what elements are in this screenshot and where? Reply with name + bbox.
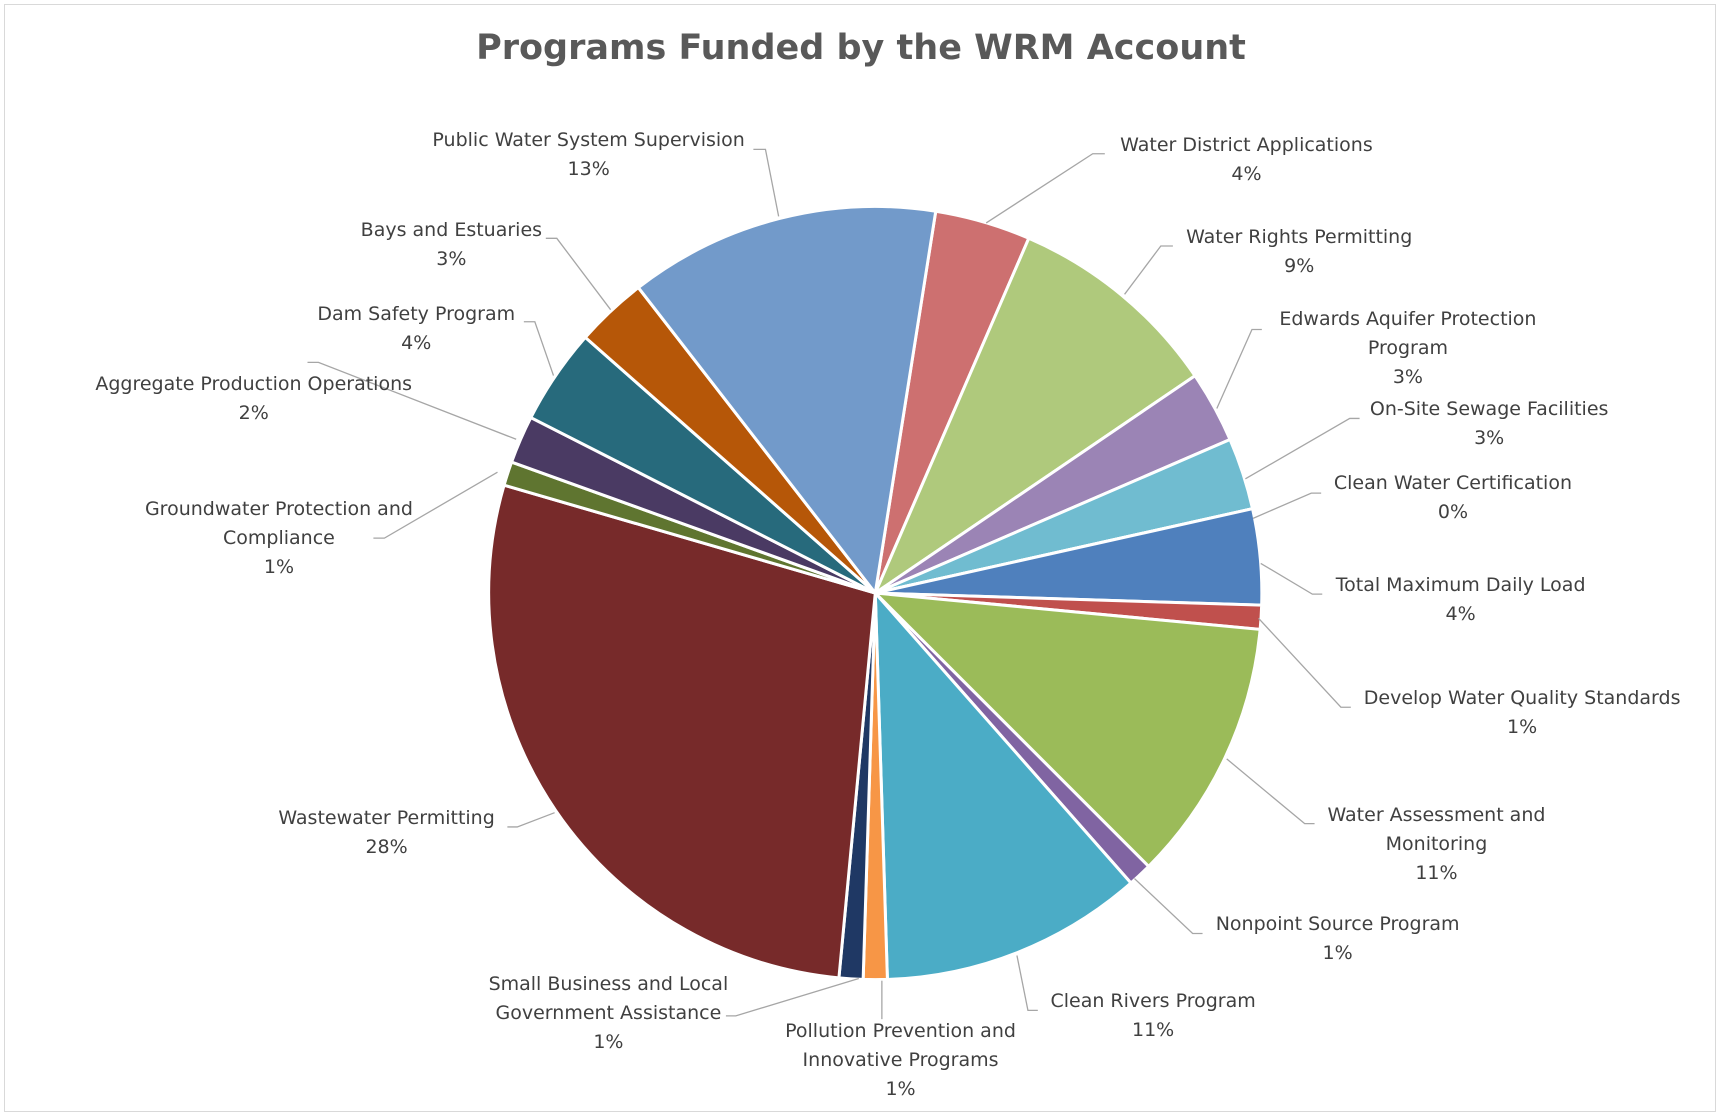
category-label: Small Business and Local Government Assi… bbox=[488, 972, 729, 1024]
data-label: Public Water System Supervision 13% bbox=[413, 126, 764, 184]
leader-line bbox=[985, 153, 1105, 224]
data-label: Dam Safety Program 4% bbox=[273, 300, 559, 358]
value-label: 11% bbox=[1132, 1019, 1175, 1042]
value-label: 4% bbox=[1231, 162, 1262, 185]
leader-line bbox=[1134, 878, 1203, 935]
value-label: 2% bbox=[238, 402, 269, 425]
category-label: Pollution Prevention and Innovative Prog… bbox=[785, 1019, 1016, 1071]
data-label: Water Rights Permitting 9% bbox=[1134, 223, 1463, 281]
value-label: 4% bbox=[1445, 603, 1476, 626]
category-label: Water Rights Permitting bbox=[1186, 225, 1413, 248]
data-label: Clean Water Certification 0% bbox=[1288, 469, 1617, 527]
data-label: Pollution Prevention and Innovative Prog… bbox=[769, 1017, 1033, 1104]
data-label: Water District Applications 4% bbox=[1082, 131, 1411, 189]
data-label: Edwards Aquifer Protection Program 3% bbox=[1260, 305, 1557, 392]
pie-slice bbox=[871, 591, 1262, 869]
category-label: Dam Safety Program bbox=[317, 302, 516, 325]
data-label: Total Maximum Daily Load 4% bbox=[1296, 571, 1625, 629]
leader-line bbox=[1124, 245, 1173, 295]
category-label: Public Water System Supervision bbox=[432, 129, 745, 152]
value-label: 1% bbox=[263, 556, 295, 579]
value-label: 1% bbox=[593, 1030, 624, 1053]
leader-line bbox=[1216, 328, 1262, 409]
data-label: Water Assessment and Monitoring 11% bbox=[1310, 801, 1563, 888]
category-label: Nonpoint Source Program bbox=[1215, 913, 1460, 936]
leader-line bbox=[507, 812, 555, 828]
leader-line bbox=[373, 471, 498, 539]
value-label: 3% bbox=[436, 248, 467, 271]
leader-line bbox=[1258, 617, 1351, 708]
data-label: Bays and Estuaries 3% bbox=[320, 216, 584, 274]
value-label: 1% bbox=[1322, 942, 1353, 965]
pie-slice bbox=[487, 483, 877, 980]
value-label: 3% bbox=[1474, 427, 1505, 450]
category-label: Bays and Estuaries bbox=[360, 219, 543, 242]
leader-line bbox=[1260, 562, 1323, 595]
value-label: 11% bbox=[1415, 861, 1458, 884]
value-label: 9% bbox=[1284, 254, 1315, 277]
category-label: Edwards Aquifer Protection Program bbox=[1279, 308, 1537, 360]
category-label: Aggregate Production Operations bbox=[95, 373, 413, 396]
leader-line bbox=[725, 977, 859, 1017]
value-label: 0% bbox=[1437, 500, 1469, 523]
category-label: Water District Applications bbox=[1120, 133, 1373, 156]
value-label: 1% bbox=[1507, 716, 1538, 739]
chart-title: Programs Funded by the WRM Account bbox=[476, 28, 1246, 68]
leader-line bbox=[1245, 417, 1360, 480]
leader-line bbox=[753, 148, 780, 217]
category-label: On-Site Sewage Facilities bbox=[1369, 398, 1609, 421]
leader-line bbox=[307, 361, 517, 440]
category-label: Total Maximum Daily Load bbox=[1335, 574, 1586, 597]
data-label: Nonpoint Source Program 1% bbox=[1173, 910, 1502, 968]
leader-line bbox=[1252, 492, 1322, 519]
value-label: 28% bbox=[365, 835, 408, 858]
pie-slice bbox=[871, 236, 1198, 598]
category-label: Clean Water Certification bbox=[1333, 471, 1572, 494]
pie-slice bbox=[636, 204, 938, 597]
leader-line bbox=[1226, 758, 1315, 825]
category-label: Water Assessment and Monitoring bbox=[1327, 803, 1546, 855]
data-label: Aggregate Production Operations 2% bbox=[67, 370, 440, 428]
data-label: Groundwater Protection and Compliance 1% bbox=[125, 495, 433, 582]
value-label: 4% bbox=[401, 331, 432, 354]
category-label: Clean Rivers Program bbox=[1050, 990, 1256, 1013]
category-label: Wastewater Permitting bbox=[278, 806, 495, 829]
value-label: 1% bbox=[885, 1077, 916, 1100]
category-label: Groundwater Protection and Compliance bbox=[144, 498, 413, 550]
value-label: 3% bbox=[1392, 366, 1423, 389]
leader-line bbox=[523, 321, 555, 376]
data-label: On-Site Sewage Facilities 3% bbox=[1324, 395, 1653, 453]
data-label: Wastewater Permitting 28% bbox=[244, 804, 530, 862]
category-label: Develop Water Quality Standards bbox=[1363, 687, 1681, 710]
chart-frame bbox=[4, 4, 1716, 1112]
data-label: Small Business and Local Government Assi… bbox=[477, 970, 741, 1057]
data-label: Clean Rivers Program 11% bbox=[1010, 987, 1296, 1045]
data-label: Develop Water Quality Standards 1% bbox=[1335, 684, 1708, 742]
leader-line bbox=[1016, 955, 1038, 1012]
pie-slice bbox=[873, 588, 1134, 981]
leader-line bbox=[545, 237, 612, 311]
value-label: 13% bbox=[567, 158, 610, 181]
